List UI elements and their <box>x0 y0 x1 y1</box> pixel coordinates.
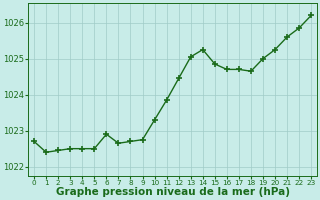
X-axis label: Graphe pression niveau de la mer (hPa): Graphe pression niveau de la mer (hPa) <box>56 187 290 197</box>
